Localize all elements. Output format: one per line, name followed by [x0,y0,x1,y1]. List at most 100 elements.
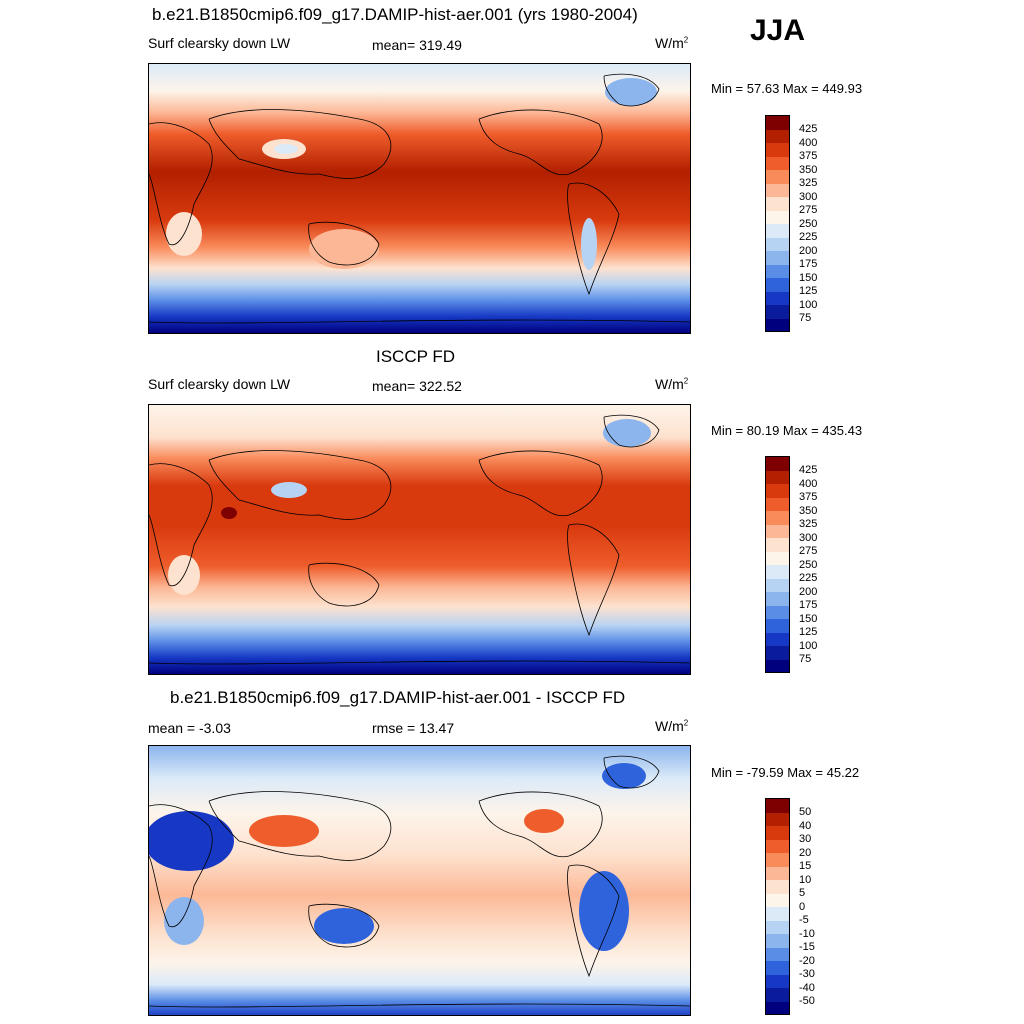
panel3-colorbar-label: -30 [799,968,815,980]
panel1-greenland [605,78,657,106]
panel1-colorbar-swatch [766,305,789,319]
panel1-colorbar-swatch [766,224,789,238]
panel3-colorbar-label: 15 [799,860,812,872]
panel2-colorbar-swatch [766,646,789,660]
panel1-colorbar-label: 400 [799,136,818,149]
panel3-colorbar-label: 10 [799,873,812,886]
panel1-colorbar-label: 100 [799,298,818,311]
panel2-colorbar-swatch [766,632,789,646]
season-label: JJA [750,14,806,47]
panel2-colorbar-swatch [766,484,789,498]
panel1-colorbar-swatch [766,183,789,197]
panel3-mean-label: mean = -3.03 [148,720,231,736]
panel3-units: W/m2 [655,718,689,734]
panel1-colorbar-swatch [766,264,789,278]
panel1-colorbar-swatch [766,318,789,331]
panel3-colorbar-swatch [766,826,789,840]
panel3-greenland-neg [602,763,646,789]
panel1-colorbar [765,115,790,332]
panel1-colorbar-swatch [766,129,789,143]
panel1-colorbar-label: 425 [799,123,818,135]
panel3-colorbar-swatch [766,961,789,975]
panel2-tibet-feature [271,482,307,498]
panel1-colorbar-swatch [766,237,789,251]
panel1-andes [581,218,597,270]
panel3-colorbar-label: 50 [799,806,812,818]
panel2-colorbar-swatch [766,538,789,552]
panel3-map [148,745,691,1016]
panel3-colorbar-swatch [766,947,789,961]
panel3-namerica-pos [524,809,564,833]
panel3-colorbar-swatch [766,893,789,907]
panel2-colorbar-label: 200 [799,585,818,598]
panel3-colorbar-label: 0 [799,900,806,913]
panel2-hotspot [221,507,237,519]
panel2-title: ISCCP FD [376,347,456,366]
panel1-colorbar-label: 275 [799,204,818,216]
panel2-map [148,404,691,675]
panel3-colorbar-swatch [766,866,789,880]
panel2-colorbar-label: 125 [799,626,818,638]
panel2-colorbar-swatch [766,551,789,565]
panel2-colorbar-swatch [766,565,789,579]
panel1-units: W/m2 [655,35,689,51]
panel2-colorbar-swatch [766,619,789,633]
panel1-minmax: Min = 57.63 Max = 449.93 [711,81,863,96]
panel1-colorbar-label: 150 [799,271,818,284]
panel3-colorbar [765,798,790,1015]
panel3-colorbar-swatch [766,974,789,988]
panel2-colorbar-label: 150 [799,612,818,625]
panel3-africa-neg [149,811,234,871]
panel1-colorbar-label: 325 [799,177,818,189]
panel3-australia-neg [314,908,374,944]
panel2-variable-label: Surf clearsky down LW [148,376,291,392]
panel1-colorbar-swatch [766,116,789,130]
panel1-mean-label: mean= 319.49 [372,37,462,53]
panel2-field [149,405,690,674]
panel3-title: b.e21.B1850cmip6.f09_g17.DAMIP-hist-aer.… [170,688,626,707]
panel2-greenland [603,419,651,447]
panel1-colorbar-label: 350 [799,163,818,176]
panel1-title: b.e21.B1850cmip6.f09_g17.DAMIP-hist-aer.… [152,5,638,24]
panel2-units: W/m2 [655,376,689,392]
panel3-colorbar-swatch [766,839,789,853]
panel3-asia-pos [249,815,319,847]
panel1-colorbar-swatch [766,291,789,305]
panel1-coastlines [149,73,690,324]
panel1-colorbar-swatch [766,210,789,224]
panel2-colorbar-label: 300 [799,531,818,544]
panel3-colorbar-label: -40 [799,981,815,994]
panel1-colorbar-swatch [766,278,789,292]
panel2-colorbar [765,456,790,673]
panel3-colorbar-label: -10 [799,927,815,940]
panel1-colorbar-label: 375 [799,150,818,162]
panel3-minmax: Min = -79.59 Max = 45.22 [711,765,860,780]
panel2-colorbar-label: 250 [799,558,818,571]
panel1-map-svg [149,64,690,333]
panel2-coastlines [149,414,690,665]
panel3-colorbar-swatch [766,799,789,813]
panel3-colorbar-swatch [766,907,789,921]
panel2-colorbar-swatch [766,659,789,672]
panel3-colorbar-label: 30 [799,833,812,845]
panel1-australia [309,229,379,269]
panel1-colorbar-swatch [766,143,789,157]
panel1-field [149,64,690,333]
panel3-colorbar-swatch [766,920,789,934]
panel1-colorbar-swatch [766,197,789,211]
panel2-colorbar-label: 275 [799,545,818,557]
panel2-colorbar-label: 425 [799,464,818,476]
panel1-colorbar-label: 300 [799,190,818,203]
panel1-colorbar-label: 175 [799,258,818,270]
panel3-colorbar-label: -50 [799,995,815,1007]
panel1-map [148,63,691,334]
panel3-colorbar-swatch [766,934,789,948]
panel1-colorbar-label: 125 [799,285,818,297]
panel3-colorbar-swatch [766,880,789,894]
panel3-map-svg [149,746,690,1015]
panel3-colorbar-label: 20 [799,846,812,859]
panel1-variable-label: Surf clearsky down LW [148,35,291,51]
panel3-colorbar-label: 5 [799,887,806,899]
panel2-colorbar-label: 175 [799,599,818,611]
panel1-colorbar-label: 225 [799,231,818,243]
